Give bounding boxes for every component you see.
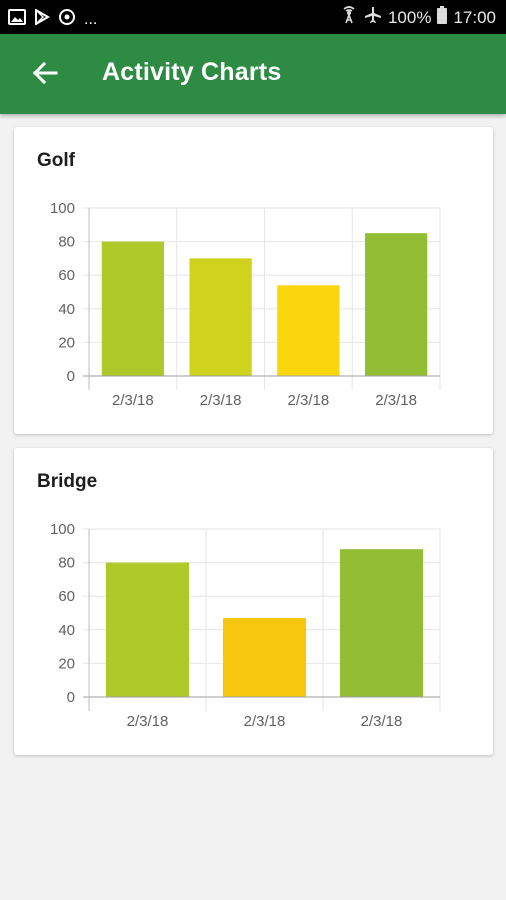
y-tick-label: 80 [58, 555, 75, 572]
bar[interactable] [105, 562, 190, 697]
app-toolbar: Activity Charts [0, 34, 506, 114]
bar[interactable] [277, 285, 340, 376]
bar[interactable] [364, 233, 428, 376]
y-tick-label: 40 [58, 301, 75, 318]
y-tick-label: 40 [58, 622, 75, 639]
x-tick-label: 2/3/18 [244, 713, 286, 730]
y-tick-label: 100 [50, 200, 75, 217]
golf-bar-chart: 0 20 40 60 80 100 2/3/18 2/3/18 2/3/18 2/3/18 [50, 200, 441, 409]
chart-title: Golf [37, 150, 75, 171]
bar[interactable] [189, 258, 252, 376]
play-store-icon [34, 8, 50, 30]
battery-percent: 100% [387, 7, 432, 27]
x-tick-label: 2/3/18 [112, 392, 154, 409]
sync-icon [58, 8, 76, 31]
image-icon [8, 9, 26, 30]
status-time: 17:00 [453, 7, 496, 27]
status-overflow: ... [84, 10, 98, 28]
y-tick-label: 80 [58, 234, 75, 251]
back-button[interactable] [22, 52, 68, 98]
hotspot-icon [340, 6, 358, 29]
bar[interactable] [101, 241, 165, 376]
page-title: Activity Charts [102, 58, 282, 86]
y-tick-label: 0 [67, 689, 75, 706]
bridge-bar-chart: 0 20 40 60 80 100 2/3/18 2/3/18 2/3/18 [50, 521, 441, 730]
x-tick-label: 2/3/18 [127, 713, 169, 730]
y-tick-label: 60 [58, 588, 75, 605]
bar[interactable] [339, 549, 424, 697]
y-tick-label: 20 [58, 334, 75, 351]
x-tick-label: 2/3/18 [361, 713, 403, 730]
chart-card-bridge: Bridge 0 20 40 60 80 100 2/3/18 2/3/18 2/3/18 [14, 448, 493, 755]
x-tick-label: 2/3/18 [375, 392, 417, 409]
bar[interactable] [222, 618, 307, 697]
status-bar: ... 100% 17:00 [0, 0, 506, 34]
airplane-icon [364, 6, 382, 29]
arrow-back-icon [32, 60, 58, 91]
x-tick-label: 2/3/18 [200, 392, 242, 409]
battery-icon [437, 6, 448, 29]
y-tick-label: 20 [58, 655, 75, 672]
y-tick-label: 60 [58, 267, 75, 284]
chart-title: Bridge [37, 471, 98, 492]
y-tick-label: 100 [50, 521, 75, 538]
chart-card-golf: Golf 0 20 40 60 80 100 2/3/18 2/3/18 2/3/18 2/3/1… [14, 127, 493, 434]
status-right-icons: 100% 17:00 [340, 6, 496, 29]
x-tick-label: 2/3/18 [288, 392, 330, 409]
y-tick-label: 0 [67, 368, 75, 385]
status-left-icons: ... [8, 8, 97, 31]
